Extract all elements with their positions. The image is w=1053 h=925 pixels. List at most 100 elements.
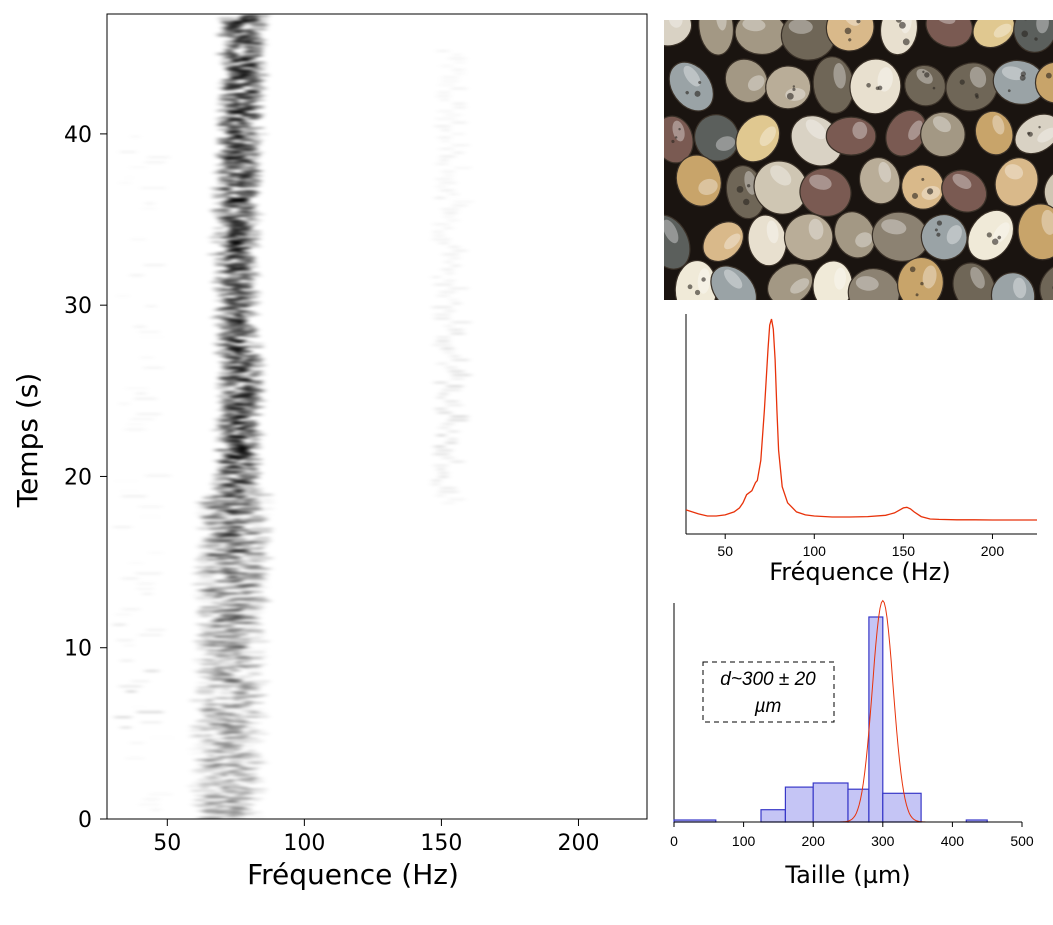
spectrogram-cell [247,94,265,97]
spectrogram-cell [235,444,245,447]
spectrogram-cell [213,620,234,623]
spectrogram-cell [215,486,231,489]
spectrogram-cell [218,815,241,819]
spectrogram-noise [119,685,142,688]
spectrogram-noise [119,182,132,184]
spectrogram-cell [224,342,232,345]
spectrogram-cell [219,469,229,472]
spectrogram-cell [211,535,220,538]
spectrogram-cell [249,567,272,570]
histogram-bar-3 [784,786,814,823]
spectrogram-cell [200,547,208,550]
spectrogram-cell [203,766,226,769]
spectrogram-cell [243,701,264,704]
spectrogram-cell [234,814,245,817]
sand-grain [885,109,927,157]
spectrogram-cell [238,412,248,415]
spectrogram-cell [228,529,248,532]
spectrogram-cell [230,361,248,364]
spectrogram-cell [241,15,252,19]
spectrogram-harmonic [439,84,455,86]
spectrogram-cell [221,615,240,618]
spectrogram-cell [229,136,240,139]
spectrogram-cell [249,580,257,583]
spectrogram-cell [200,627,217,631]
spectrogram-cell [245,393,255,396]
spectrogram-cell [240,222,248,225]
spectrogram-cell [214,227,225,230]
spectrogram-cell [241,768,250,771]
spectrogram-noise [134,397,157,400]
spectrogram-cell [225,99,239,102]
spectrogram-cell [241,113,258,116]
spectrogram-harmonic [450,415,468,418]
spectrogram-cell [205,715,226,718]
spectrogram-cell [238,17,246,20]
spectrogram-cell [224,652,244,655]
spectrogram-harmonic [451,460,465,463]
spectrogram-cell [197,771,206,774]
spectrogram-cell [196,589,216,592]
spectrogram-cell [227,390,237,393]
spectrogram-harmonic [444,310,456,312]
spectrogram-cell [205,738,214,741]
spectrogram-cell [202,540,228,543]
spectrogram-noise [137,413,161,416]
spectrogram-cell [205,538,224,541]
spectrogram-cell [255,623,263,626]
spectrogram-cell [250,604,263,607]
spectrogram-cell [223,701,233,704]
spectrogram-cell [222,677,233,680]
spectrogram-cell [222,390,228,393]
spectrogram-cell [226,381,239,384]
spectrogram-cell [220,425,236,429]
spectrogram-cell [214,532,235,535]
spectrogram-cell [246,49,254,52]
spectrogram-cell [248,97,258,100]
spectrogram-cell [208,253,228,256]
spectrogram-cell [201,654,213,657]
spectrogram-cell [244,362,251,365]
spectrogram-cell [237,395,252,398]
spectrogram-cell [243,171,254,174]
spectrogram-xtick-label-150: 150 [420,831,462,856]
spectrogram-cell [250,262,257,265]
spectrogram-cell [188,785,210,788]
spectrogram-cell [221,150,227,153]
spectrogram-cell [222,205,237,208]
spectrogram-cell [199,592,216,595]
spectrogram-cell [227,291,246,294]
spectrogram-cell [206,714,226,717]
spectrogram-harmonic [436,178,453,181]
spectrogram-cell [239,210,250,213]
spectrogram-cell [236,584,256,587]
spectrogram-cell [236,393,252,396]
spectrogram-cell [222,22,242,25]
spectrogram-cell [235,490,243,493]
spectrogram-cell [249,407,258,410]
annotation-box [702,661,835,723]
spectrum-panel: 50 100 150 200 Fréquence (Hz) [685,314,1037,586]
spectrogram-cell [215,666,236,669]
spectrogram-cell [222,455,238,458]
spectrogram-cell [215,299,230,302]
spectrogram-cell [245,89,253,93]
spectrogram-cell [191,769,213,772]
spectrogram-noise [131,680,149,683]
spectrogram-cell [250,372,260,375]
spectrogram-cell [243,688,250,691]
spectrogram-cell [205,524,211,527]
spectrogram-cell [245,213,264,216]
spectrogram-cell [230,684,249,688]
spectrogram-cell [241,231,250,234]
spectrogram-cell [235,765,246,768]
spectrogram-harmonic [453,249,467,252]
spectrogram-cell [232,504,257,507]
spectrogram-cell [246,302,260,305]
spectrogram-cell [224,680,239,683]
spectrogram-cell [222,600,235,603]
spectrogram-cell [227,769,234,772]
spectrogram-cell [232,418,240,421]
spectrogram-cell [208,785,220,788]
